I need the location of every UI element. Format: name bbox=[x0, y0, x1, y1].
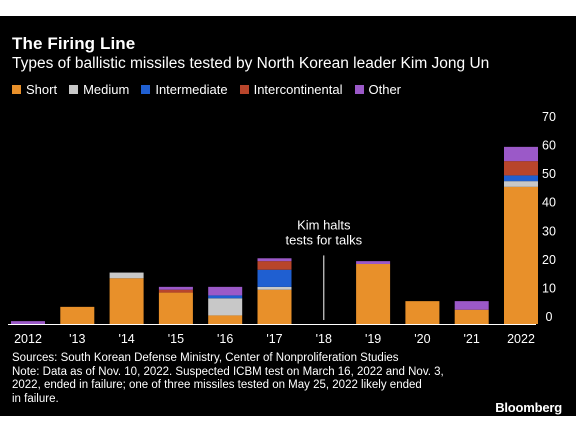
bar-segment-medium bbox=[109, 272, 144, 279]
legend: Short Medium Intermediate Intercontinent… bbox=[12, 82, 401, 97]
bar-segment-short bbox=[504, 186, 538, 324]
bar-segment-short bbox=[454, 309, 489, 324]
bar-segment-intermediate bbox=[257, 269, 292, 287]
x-tick-label: '20 bbox=[414, 332, 430, 346]
bar-segment-short bbox=[158, 292, 193, 324]
legend-label-other: Other bbox=[368, 82, 402, 97]
x-tick-label: '13 bbox=[69, 332, 85, 346]
bar-segment-medium bbox=[208, 298, 243, 316]
x-tick-label: 2012 bbox=[14, 332, 42, 346]
x-tick-label: '19 bbox=[365, 332, 381, 346]
x-tick-label: '21 bbox=[464, 332, 480, 346]
bar-segment-short bbox=[208, 315, 243, 324]
x-tick-label: '16 bbox=[217, 332, 233, 346]
chart-title: The Firing Line bbox=[12, 34, 136, 53]
bar-segment-other bbox=[208, 286, 243, 296]
bar-segment-other bbox=[158, 286, 193, 290]
bar-segment-other bbox=[356, 261, 391, 264]
x-tick-label: '17 bbox=[266, 332, 282, 346]
bar-segment-intercontinental bbox=[504, 161, 538, 176]
note-line: in failure. bbox=[12, 392, 59, 405]
annotation-text: tests for talks bbox=[286, 233, 363, 248]
bar-segment-other bbox=[454, 301, 489, 310]
bar-segment-intercontinental bbox=[158, 289, 193, 293]
legend-item-other: Other bbox=[354, 82, 402, 97]
legend-swatch-intercontinental bbox=[239, 85, 249, 94]
bar-segment-other bbox=[257, 258, 292, 262]
x-tick-label: '18 bbox=[316, 332, 332, 346]
y-tick-label: 70 bbox=[542, 110, 556, 124]
bar-segment-medium bbox=[257, 286, 292, 290]
bar-segment-short bbox=[257, 289, 292, 324]
legend-item-intermediate: Intermediate bbox=[141, 82, 228, 97]
y-tick-label: 0 bbox=[546, 310, 553, 324]
bar-segment-intermediate bbox=[208, 295, 243, 299]
legend-item-intercontinental: Intercontinental bbox=[239, 82, 343, 97]
legend-label-medium: Medium bbox=[83, 82, 130, 97]
bar-segment-short bbox=[356, 264, 391, 324]
bar-segment-intercontinental bbox=[257, 261, 292, 270]
y-tick-label: 50 bbox=[542, 167, 556, 181]
y-tick-label: 20 bbox=[542, 253, 556, 267]
chart-notes: Sources: South Korean Defense Ministry, … bbox=[12, 352, 482, 406]
legend-swatch-intermediate bbox=[141, 85, 151, 94]
chart-panel: The Firing Line Types of ballistic missi… bbox=[0, 16, 576, 416]
legend-item-medium: Medium bbox=[69, 82, 129, 97]
legend-label-intercontinental: Intercontinental bbox=[253, 82, 343, 97]
y-tick-label: 30 bbox=[542, 224, 556, 238]
note-line: 2022, ended in failure; one of three mis… bbox=[12, 379, 422, 391]
bar-segment-other bbox=[11, 321, 45, 324]
x-tick-label: '15 bbox=[168, 332, 184, 346]
bar-chart: 0 10 20 30 40 50 60 70 2012 '13 '14 '15 '16 '17 '18 '19… bbox=[8, 110, 556, 346]
note-line: Sources: South Korean Defense Ministry, … bbox=[12, 352, 399, 364]
bar-segment-short bbox=[405, 301, 440, 324]
legend-item-short: Short bbox=[12, 82, 57, 97]
y-tick-label: 10 bbox=[542, 281, 556, 295]
legend-label-short: Short bbox=[26, 82, 58, 97]
bloomberg-logo: Bloomberg bbox=[495, 400, 562, 415]
chart-subtitle: Types of ballistic missiles tested by No… bbox=[12, 55, 490, 72]
bar-segment-medium bbox=[504, 181, 538, 187]
y-tick-label: 60 bbox=[542, 139, 556, 153]
legend-swatch-short bbox=[12, 85, 21, 94]
legend-swatch-other bbox=[354, 85, 364, 94]
bar-segment-other bbox=[504, 146, 538, 162]
annotation-text: Kim halts bbox=[297, 218, 351, 233]
x-tick-label: '14 bbox=[118, 332, 134, 346]
bar-segment-intermediate bbox=[504, 175, 538, 182]
legend-label-intermediate: Intermediate bbox=[155, 82, 228, 97]
bar-segment-short bbox=[60, 306, 95, 324]
x-tick-label: 2022 bbox=[507, 332, 535, 346]
y-tick-label: 40 bbox=[542, 196, 556, 210]
legend-swatch-medium bbox=[69, 85, 79, 94]
bar-segment-short bbox=[109, 278, 144, 324]
note-line: Note: Data as of Nov. 10, 2022. Suspecte… bbox=[12, 365, 444, 378]
